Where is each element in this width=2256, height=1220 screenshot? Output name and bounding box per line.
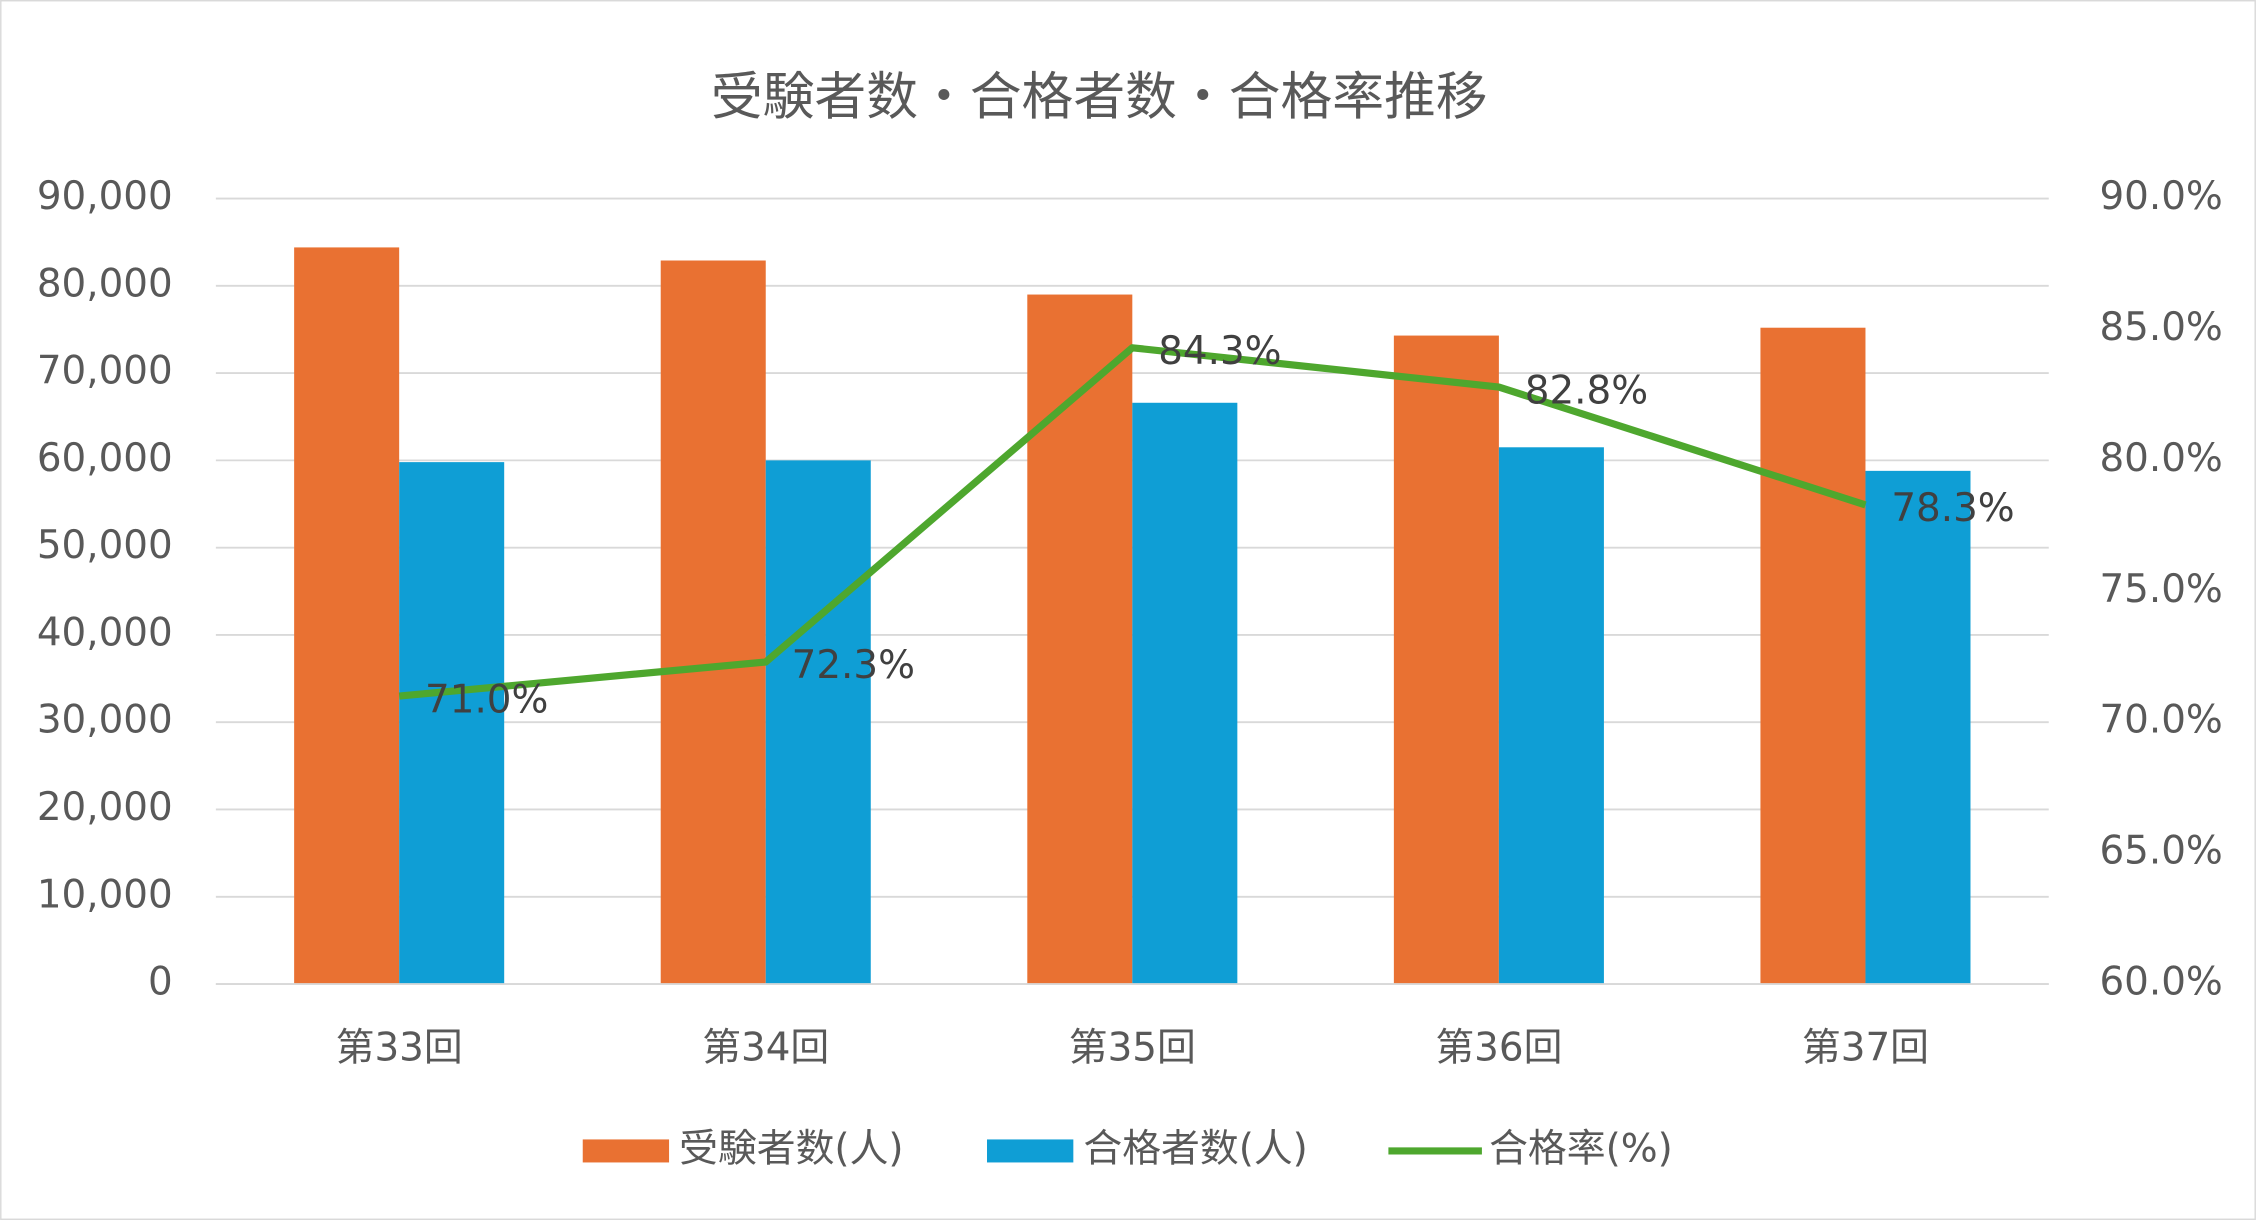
data-label: 82.8% <box>1525 368 1648 413</box>
y2-tick-label: 85.0% <box>2099 305 2222 350</box>
x-tick-label: 第37回 <box>1802 1026 1929 1071</box>
y2-tick-label: 80.0% <box>2099 436 2222 481</box>
legend-swatch <box>582 1139 670 1163</box>
data-label: 71.0% <box>425 677 548 722</box>
bar <box>1393 335 1499 985</box>
y2-tick-label: 60.0% <box>2099 960 2222 1005</box>
legend-label: 合格者数(人) <box>1083 1126 1307 1171</box>
y2-tick-label: 75.0% <box>2099 567 2222 612</box>
y-tick-label: 70,000 <box>37 349 173 394</box>
y2-tick-label: 65.0% <box>2099 829 2222 874</box>
bar <box>1865 470 1971 985</box>
x-tick-label: 第34回 <box>702 1026 829 1071</box>
y-tick-label: 40,000 <box>37 610 173 655</box>
y-tick-label: 20,000 <box>37 785 173 830</box>
y-tick-label: 0 <box>148 960 173 1005</box>
bar <box>1027 294 1133 985</box>
x-tick-label: 第36回 <box>1435 1026 1562 1071</box>
y-tick-label: 90,000 <box>37 174 173 219</box>
data-label: 78.3% <box>1891 486 2014 531</box>
x-tick-label: 第35回 <box>1069 1026 1196 1071</box>
bar <box>660 260 766 985</box>
bar <box>399 462 505 985</box>
y-tick-label: 80,000 <box>37 261 173 306</box>
data-label: 84.3% <box>1158 329 1281 374</box>
y-tick-label: 30,000 <box>37 698 173 743</box>
legend-label: 受験者数(人) <box>679 1126 903 1171</box>
bar <box>294 247 400 985</box>
chart-title: 受験者数・合格者数・合格率推移 <box>711 68 1488 128</box>
x-tick-label: 第33回 <box>336 1026 463 1071</box>
bar <box>765 460 871 985</box>
bar <box>1132 402 1238 985</box>
legend-label: 合格率(%) <box>1489 1126 1673 1171</box>
y2-tick-label: 70.0% <box>2099 698 2222 743</box>
y-tick-label: 50,000 <box>37 523 173 568</box>
bar <box>1498 447 1604 985</box>
legend-swatch <box>987 1139 1074 1163</box>
y-tick-label: 10,000 <box>37 872 173 917</box>
line <box>398 344 1867 700</box>
bar <box>1760 327 1866 985</box>
y-tick-label: 60,000 <box>37 436 173 481</box>
data-label: 72.3% <box>792 643 915 688</box>
y2-tick-label: 90.0% <box>2099 174 2222 219</box>
